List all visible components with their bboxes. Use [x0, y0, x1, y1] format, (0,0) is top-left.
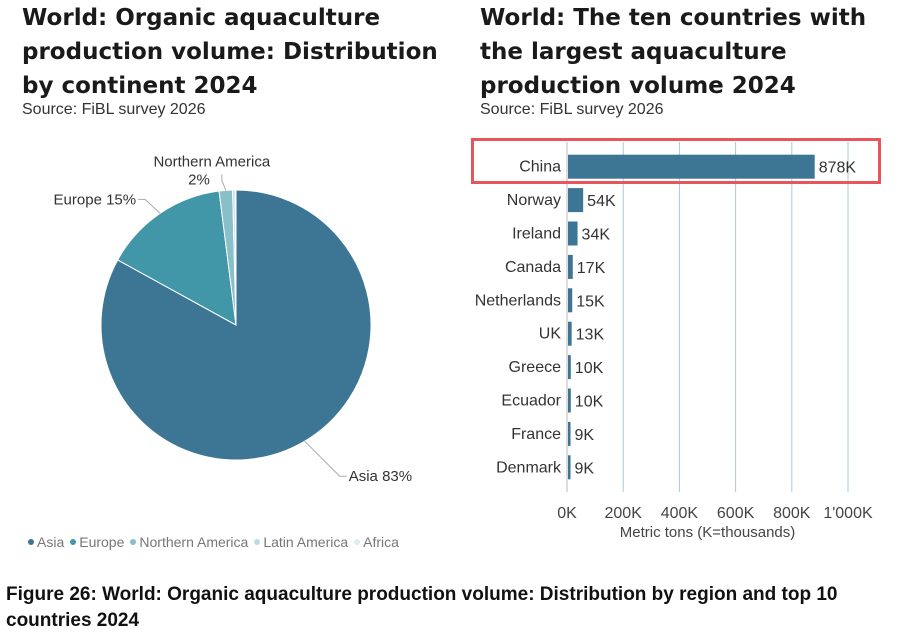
china-highlight-box	[471, 138, 881, 184]
bar-value-label-canada: 17K	[577, 260, 606, 277]
bar-chart: China 878K Norway 54K Ireland 34K Canada 17K Net…	[475, 142, 873, 540]
pie-legend: Asia Europe Northern America Latin America A…	[28, 534, 399, 550]
pie-slice-africa	[234, 189, 237, 326]
pie-slice-europe	[117, 190, 237, 326]
bar-netherlands	[568, 288, 573, 313]
bar-category-label-netherlands: Netherlands	[475, 292, 561, 309]
legend-item-northern-america: Northern America	[130, 534, 248, 550]
legend-label-latin-america: Latin America	[263, 534, 349, 550]
bar-category-label-uk: UK	[539, 326, 562, 343]
bar-ireland	[568, 221, 578, 246]
bar-china	[568, 154, 815, 179]
legend-dot-asia	[28, 539, 34, 545]
legend-dot-northern-america	[130, 539, 137, 545]
bar-category-label-greece: Greece	[509, 359, 562, 376]
bar-france	[568, 421, 571, 446]
x-tick-label-0: 0K	[557, 505, 577, 522]
pie-chart-source: Source: FiBL survey 2026	[22, 101, 206, 118]
bar-denmark	[568, 455, 571, 480]
bar-category-label-ecuador: Ecuador	[501, 393, 561, 410]
bar-ecuador	[568, 388, 571, 413]
bar-value-label-denmark: 9K	[575, 460, 595, 477]
legend-label-northern-america: Northern America	[139, 534, 249, 550]
bar-category-label-norway: Norway	[507, 192, 561, 209]
legend-dot-latin-america	[254, 539, 261, 545]
x-axis-title: Metric tons (K=thousands)	[620, 524, 796, 540]
pie-label-northern-america: Northern America	[153, 153, 270, 170]
bar-category-label-ireland: Ireland	[512, 226, 561, 243]
legend-dot-europe	[70, 539, 77, 545]
x-tick-label-400: 400K	[661, 505, 699, 522]
legend-item-africa: Africa	[354, 534, 399, 550]
pie-chart-title: World: Organic aquaculture production vo…	[22, 5, 438, 99]
bar-value-label-norway: 54K	[587, 193, 616, 210]
bar-value-label-ecuador: 10K	[575, 394, 604, 411]
x-tick-label-1000: 1'000K	[823, 505, 873, 522]
pie-leader-asia	[304, 440, 347, 477]
x-tick-label-200: 200K	[605, 505, 643, 522]
bar-canada	[568, 254, 573, 279]
bar-norway	[568, 188, 584, 213]
pie-label-europe: Europe 15%	[54, 191, 137, 208]
bar-category-label-denmark: Denmark	[496, 459, 562, 476]
bar-value-label-netherlands: 15K	[576, 293, 605, 310]
legend-item-asia: Asia	[28, 534, 64, 550]
pie-leader-europe	[138, 198, 161, 214]
bar-greece	[568, 355, 571, 380]
bar-value-label-france: 9K	[575, 427, 595, 444]
bar-value-label-uk: 13K	[576, 327, 605, 344]
legend-label-asia: Asia	[37, 534, 65, 550]
pie-label-northern-america-percent: 2%	[188, 171, 210, 188]
bar-value-label-china: 878K	[819, 160, 857, 177]
bar-value-label-ireland: 34K	[582, 227, 611, 244]
legend-item-europe: Europe	[70, 534, 124, 550]
bar-category-label-china: China	[519, 159, 561, 176]
x-tick-label-800: 800K	[773, 505, 811, 522]
bar-category-label-france: France	[511, 426, 561, 443]
bar-category-label-canada: Canada	[505, 259, 561, 276]
legend-label-europe: Europe	[79, 534, 125, 550]
bar-uk	[568, 321, 572, 346]
pie-leader-northern-america	[221, 174, 227, 191]
legend-label-africa: Africa	[363, 534, 399, 550]
x-tick-label-600: 600K	[717, 505, 755, 522]
legend-item-latin-america: Latin America	[254, 534, 348, 550]
bar-chart-title: World: The ten countries with the larges…	[480, 5, 867, 99]
bar-chart-source: Source: FiBL survey 2026	[480, 101, 664, 118]
legend-dot-africa	[354, 539, 361, 545]
figure-caption: Figure 26: World: Organic aquaculture pr…	[6, 584, 838, 631]
bar-value-label-greece: 10K	[575, 360, 604, 377]
pie-label-asia: Asia 83%	[349, 468, 412, 485]
